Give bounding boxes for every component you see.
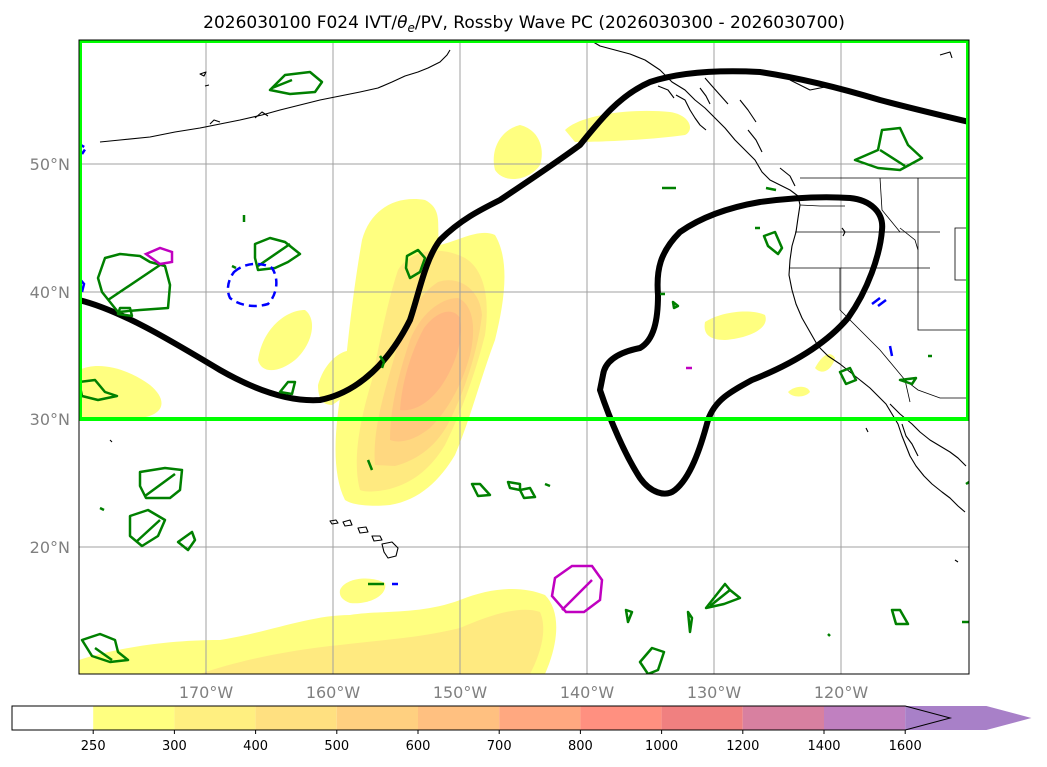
graticule (79, 40, 969, 674)
pv-contour (176, 530, 197, 552)
colorbar-tick-label: 300 (162, 739, 187, 754)
coastlines (99, 40, 967, 563)
colorbar-outline (11, 705, 953, 731)
colorbar-segment (824, 706, 906, 730)
ivt-east-blob-2 (815, 354, 835, 372)
map-panel (79, 40, 969, 674)
pv-contour (470, 482, 492, 498)
pv-contour (128, 508, 167, 548)
ivt-east-blob-1 (704, 311, 766, 340)
pv-contour (268, 70, 324, 96)
lat-label: 50°N (30, 155, 70, 174)
pv-contour (404, 248, 427, 280)
lon-label: 170°W (179, 683, 234, 702)
colorbar-tick-label: 600 (406, 739, 431, 754)
coast-alaska-bc (589, 40, 801, 206)
lon-label: 120°W (814, 683, 869, 702)
colorbar-extend-arrow (905, 706, 1032, 730)
pv-contour (762, 230, 784, 256)
colorbar-segment (255, 706, 337, 730)
colorbar-tick-label: 250 (81, 739, 106, 754)
rossby-wave-contour-east (597, 194, 886, 497)
pv-contour (138, 466, 184, 500)
ivt-west-blob-1 (258, 310, 313, 371)
pv-contour (253, 236, 302, 272)
lon-label: 160°W (306, 683, 361, 702)
latitude-labels: 50°N 40°N 30°N 20°N (30, 155, 70, 557)
map-frame (78, 39, 970, 675)
lat-label: 40°N (30, 283, 70, 302)
ivt-east-blob-3 (788, 386, 810, 397)
colorbar-tick-label: 1200 (726, 739, 759, 754)
colorbar-tick-label: 500 (324, 739, 349, 754)
longitude-labels: 170°W 160°W 150°W 140°W 130°W 120°W (179, 683, 869, 702)
theta-e-contour (550, 564, 604, 614)
colorbar-segment (661, 706, 743, 730)
ivt-shading (79, 110, 835, 674)
coast-aleutians (99, 49, 451, 143)
lat-label: 30°N (30, 410, 70, 429)
ivt-west-blob-3 (318, 350, 361, 405)
pv-contour (638, 646, 666, 674)
colorbar-segment (418, 706, 500, 730)
ivt-north-blob (493, 125, 542, 180)
colorbar-segment (93, 706, 175, 730)
colorbar-tick-label: 800 (568, 739, 593, 754)
colorbar-tick-label: 400 (243, 739, 268, 754)
pv-contour (853, 126, 924, 172)
pv-contour (890, 608, 910, 626)
pv-contour (80, 632, 130, 664)
coast-us-west (788, 204, 966, 513)
hawaii-islands (329, 519, 399, 559)
colorbar-tick-label: 1600 (889, 739, 922, 754)
colorbar-tick-label: 700 (487, 739, 512, 754)
colorbar-segment (499, 706, 581, 730)
pv-contour (838, 366, 858, 386)
theta-e-contours (143, 246, 692, 614)
colorbar-segment (742, 706, 824, 730)
colorbar-segment-under (12, 706, 94, 730)
rossby-wave-contour-west (79, 68, 969, 404)
lat-label: 20°N (30, 538, 70, 557)
analysis-region-box (79, 40, 969, 421)
ivt-plume-600 (400, 311, 461, 411)
figure-title: 2026030100 F024 IVT/θe/PV, Rossby Wave P… (203, 13, 845, 35)
rossby-wave-contours (79, 68, 969, 497)
colorbar: 250 300 400 500 600 700 800 1000 1200 1400 1600 (11, 705, 1032, 754)
pv-contour (704, 582, 742, 610)
ivt-west-blob-2 (79, 365, 162, 418)
colorbar-segment (174, 706, 256, 730)
theta-e-contour (143, 246, 174, 266)
colorbar-segment (336, 706, 418, 730)
ivt-south-band-2 (200, 609, 544, 674)
lon-label: 150°W (433, 683, 488, 702)
ivt-gulf-blob (565, 110, 690, 142)
colorbar-segment (580, 706, 662, 730)
pv-negative-contour (226, 262, 278, 308)
lon-label: 130°W (687, 683, 742, 702)
pv-contours (79, 70, 969, 674)
lon-label: 140°W (560, 683, 615, 702)
pv-contour (96, 252, 172, 314)
colorbar-tick-label: 1000 (645, 739, 678, 754)
colorbar-tick-label: 1400 (807, 739, 840, 754)
